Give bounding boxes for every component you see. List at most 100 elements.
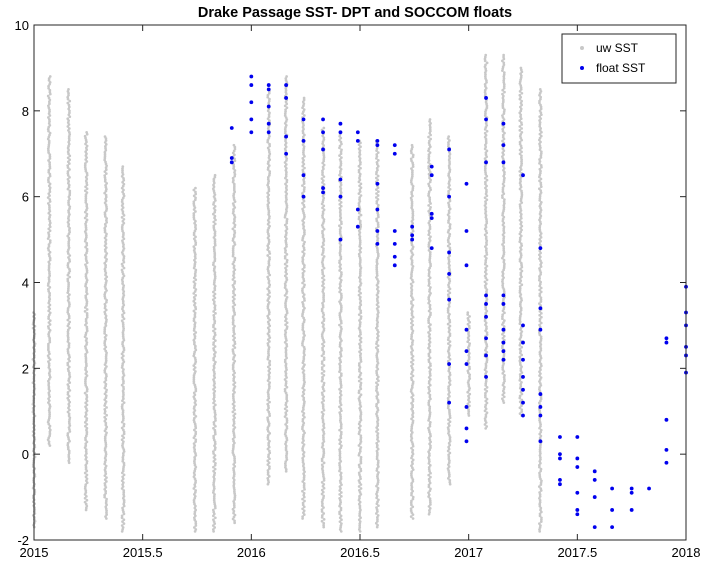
uw-sst-point — [284, 110, 287, 114]
uw-sst-point — [48, 274, 52, 278]
uw-sst-point — [194, 225, 197, 229]
uw-sst-point — [302, 182, 306, 185]
uw-sst-point — [105, 217, 108, 220]
uw-sst-point — [48, 338, 52, 342]
uw-sst-point — [302, 509, 306, 513]
uw-sst-point — [84, 263, 87, 267]
uw-sst-point — [446, 309, 450, 312]
uw-sst-point — [103, 154, 107, 158]
uw-sst-point — [320, 177, 324, 180]
uw-sst-point — [376, 383, 380, 387]
uw-sst-point — [485, 425, 489, 428]
uw-sst-point — [484, 364, 488, 368]
uw-sst-point — [518, 287, 522, 290]
uw-sst-point — [284, 354, 288, 358]
uw-sst-point — [233, 229, 236, 233]
uw-sst-point — [339, 508, 343, 512]
uw-sst-point — [485, 401, 489, 405]
uw-sst-point — [84, 201, 88, 204]
uw-sst-point — [538, 132, 542, 136]
uw-sst-point — [520, 269, 524, 273]
uw-sst-point — [284, 124, 288, 127]
uw-sst-point — [67, 394, 71, 398]
uw-sst-point — [338, 362, 341, 366]
uw-sst-point — [429, 503, 432, 506]
uw-sst-point — [520, 154, 523, 158]
uw-sst-point — [448, 416, 452, 420]
uw-sst-point — [429, 446, 432, 450]
uw-sst-point — [302, 486, 306, 489]
uw-sst-point — [447, 422, 450, 426]
uw-sst-point — [285, 425, 289, 428]
uw-sst-point — [484, 282, 488, 286]
uw-sst-point — [320, 360, 324, 363]
uw-sst-point — [121, 475, 124, 479]
uw-sst-point — [121, 457, 125, 461]
uw-sst-point — [429, 313, 432, 317]
uw-sst-point — [105, 413, 108, 417]
x-tick-label: 2017.5 — [557, 545, 597, 560]
uw-sst-point — [268, 144, 271, 148]
uw-sst-point — [428, 151, 432, 154]
uw-sst-point — [212, 290, 215, 294]
uw-sst-point — [501, 188, 505, 192]
uw-sst-point — [85, 249, 89, 253]
uw-sst-point — [84, 448, 88, 451]
uw-sst-point — [283, 274, 287, 278]
float-sst-point — [558, 435, 562, 439]
uw-sst-point — [410, 325, 413, 329]
uw-sst-point — [448, 312, 451, 316]
uw-sst-point — [338, 249, 342, 253]
uw-sst-point — [268, 400, 271, 404]
uw-sst-point — [122, 432, 126, 436]
uw-sst-point — [283, 161, 287, 164]
uw-sst-point — [357, 479, 361, 482]
uw-sst-point — [447, 385, 450, 388]
float-sst-point — [592, 525, 597, 530]
uw-sst-point — [448, 139, 451, 142]
uw-sst-point — [283, 254, 287, 258]
uw-sst-point — [375, 153, 379, 156]
uw-sst-point — [484, 307, 488, 311]
uw-sst-point — [48, 293, 51, 297]
uw-sst-point — [321, 173, 324, 177]
uw-sst-point — [518, 205, 522, 208]
uw-sst-point — [428, 127, 432, 131]
uw-sst-point — [68, 275, 71, 279]
uw-sst-point — [410, 192, 414, 196]
uw-sst-point — [321, 301, 324, 305]
uw-sst-point — [232, 445, 235, 449]
uw-sst-point — [518, 373, 522, 376]
x-tick-label: 2017 — [454, 545, 483, 560]
uw-sst-point — [339, 292, 343, 296]
uw-sst-point — [85, 327, 89, 331]
uw-sst-point — [268, 256, 271, 259]
uw-sst-point — [285, 325, 289, 329]
uw-sst-point — [47, 317, 50, 320]
uw-sst-point — [340, 296, 343, 300]
uw-sst-point — [375, 430, 378, 433]
uw-sst-point — [485, 257, 488, 260]
uw-sst-point — [194, 294, 198, 297]
uw-sst-point — [47, 360, 50, 363]
float-sst-point — [229, 156, 234, 160]
uw-sst-point — [447, 135, 451, 138]
uw-sst-point — [66, 306, 70, 310]
uw-sst-point — [231, 437, 235, 441]
uw-sst-point — [538, 115, 542, 118]
uw-sst-point — [267, 351, 270, 355]
uw-sst-point — [285, 321, 289, 325]
uw-sst-point — [485, 190, 488, 194]
uw-sst-point — [66, 328, 70, 332]
uw-sst-point — [68, 154, 72, 158]
uw-sst-point — [338, 224, 341, 228]
float-sst-point — [464, 426, 469, 431]
uw-sst-point — [84, 275, 88, 278]
uw-sst-point — [120, 200, 124, 204]
uw-sst-point — [283, 378, 287, 381]
uw-sst-point — [48, 424, 52, 428]
uw-sst-point — [301, 343, 304, 347]
uw-sst-point — [485, 198, 489, 202]
uw-sst-point — [301, 460, 305, 464]
uw-sst-point — [502, 395, 506, 399]
